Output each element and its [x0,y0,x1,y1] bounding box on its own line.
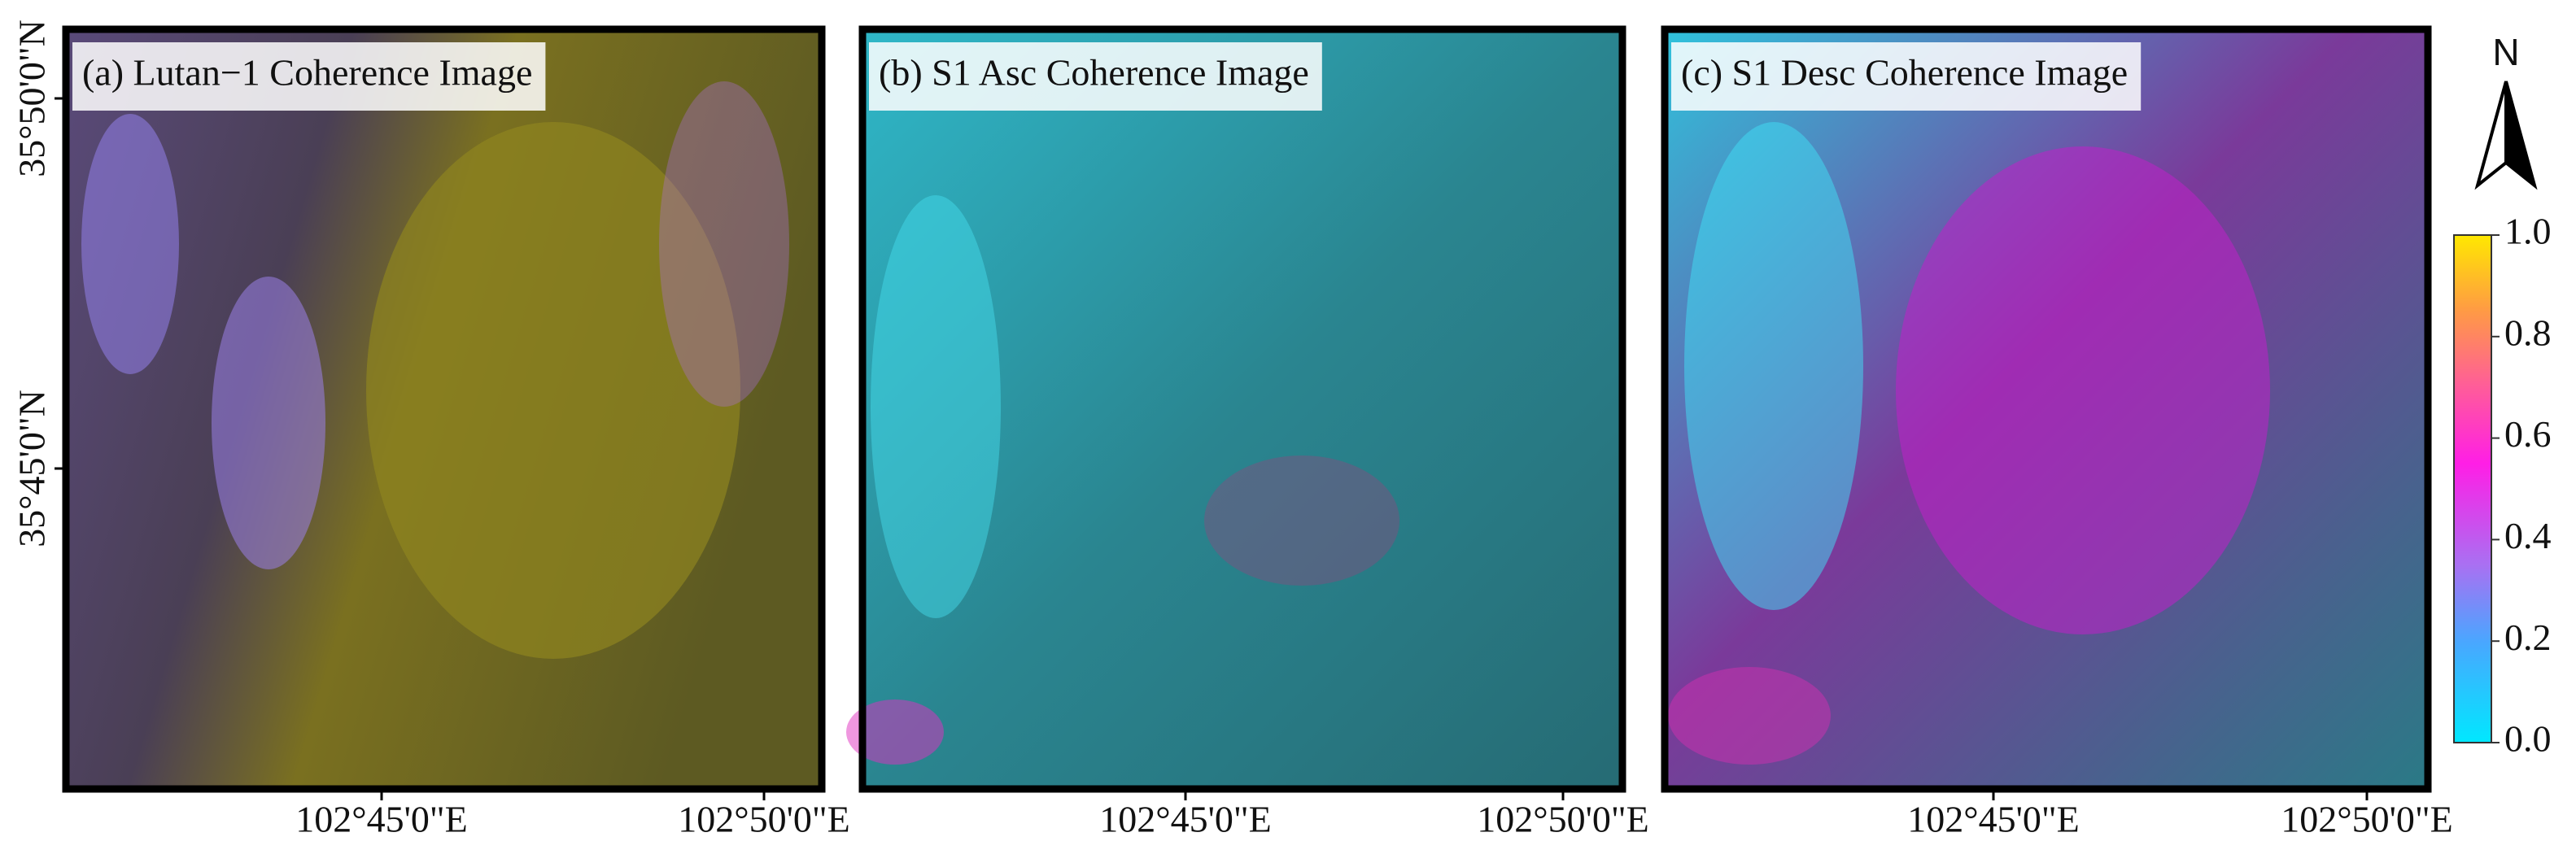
colorbar-label: 0.0 [2504,718,2552,760]
x-label: 102°45'0"E [295,799,468,840]
panel-title: (b) S1 Asc Coherence Image [879,52,1309,94]
map-texture [1684,122,1863,610]
colorbar-label: 0.2 [2504,617,2552,658]
map-texture [846,700,944,765]
y-label: 35°50'0"N [11,20,53,177]
north-arrow: N [2474,31,2538,190]
title-box [869,42,1322,111]
x-label: 102°50'0"E [1477,799,1649,840]
map-texture [212,277,325,569]
y-label: 35°45'0"N [11,390,53,547]
map-texture [1204,455,1399,586]
colorbar [2453,234,2492,743]
map-texture [659,81,789,407]
panel-title: (c) S1 Desc Coherence Image [1681,52,2128,94]
colorbar-label: 1.0 [2504,211,2552,252]
x-label: 102°50'0"E [678,799,850,840]
map-texture [871,195,1001,618]
north-arrow-right [2504,81,2538,190]
north-arrow-left [2474,81,2508,190]
colorbar-label: 0.6 [2504,413,2552,455]
north-label: N [2492,31,2519,73]
x-label: 102°45'0"E [1907,799,2080,840]
map-texture [366,122,740,659]
map-frame [1661,25,2432,793]
colorbar-label: 0.4 [2504,515,2552,556]
map-texture [1896,146,2270,634]
map-frame [62,25,826,793]
maps [62,25,2432,793]
map-frame [858,25,1626,793]
colorbar-label: 0.8 [2504,312,2552,353]
map-texture [81,114,179,374]
title-box [1671,42,2142,111]
x-label: 102°45'0"E [1099,799,1272,840]
title-box [72,42,546,111]
map-texture [1668,667,1831,765]
panel-title: (a) Lutan−1 Coherence Image [82,52,532,94]
x-label: 102°50'0"E [2281,799,2453,840]
coherence-map [862,29,1622,789]
